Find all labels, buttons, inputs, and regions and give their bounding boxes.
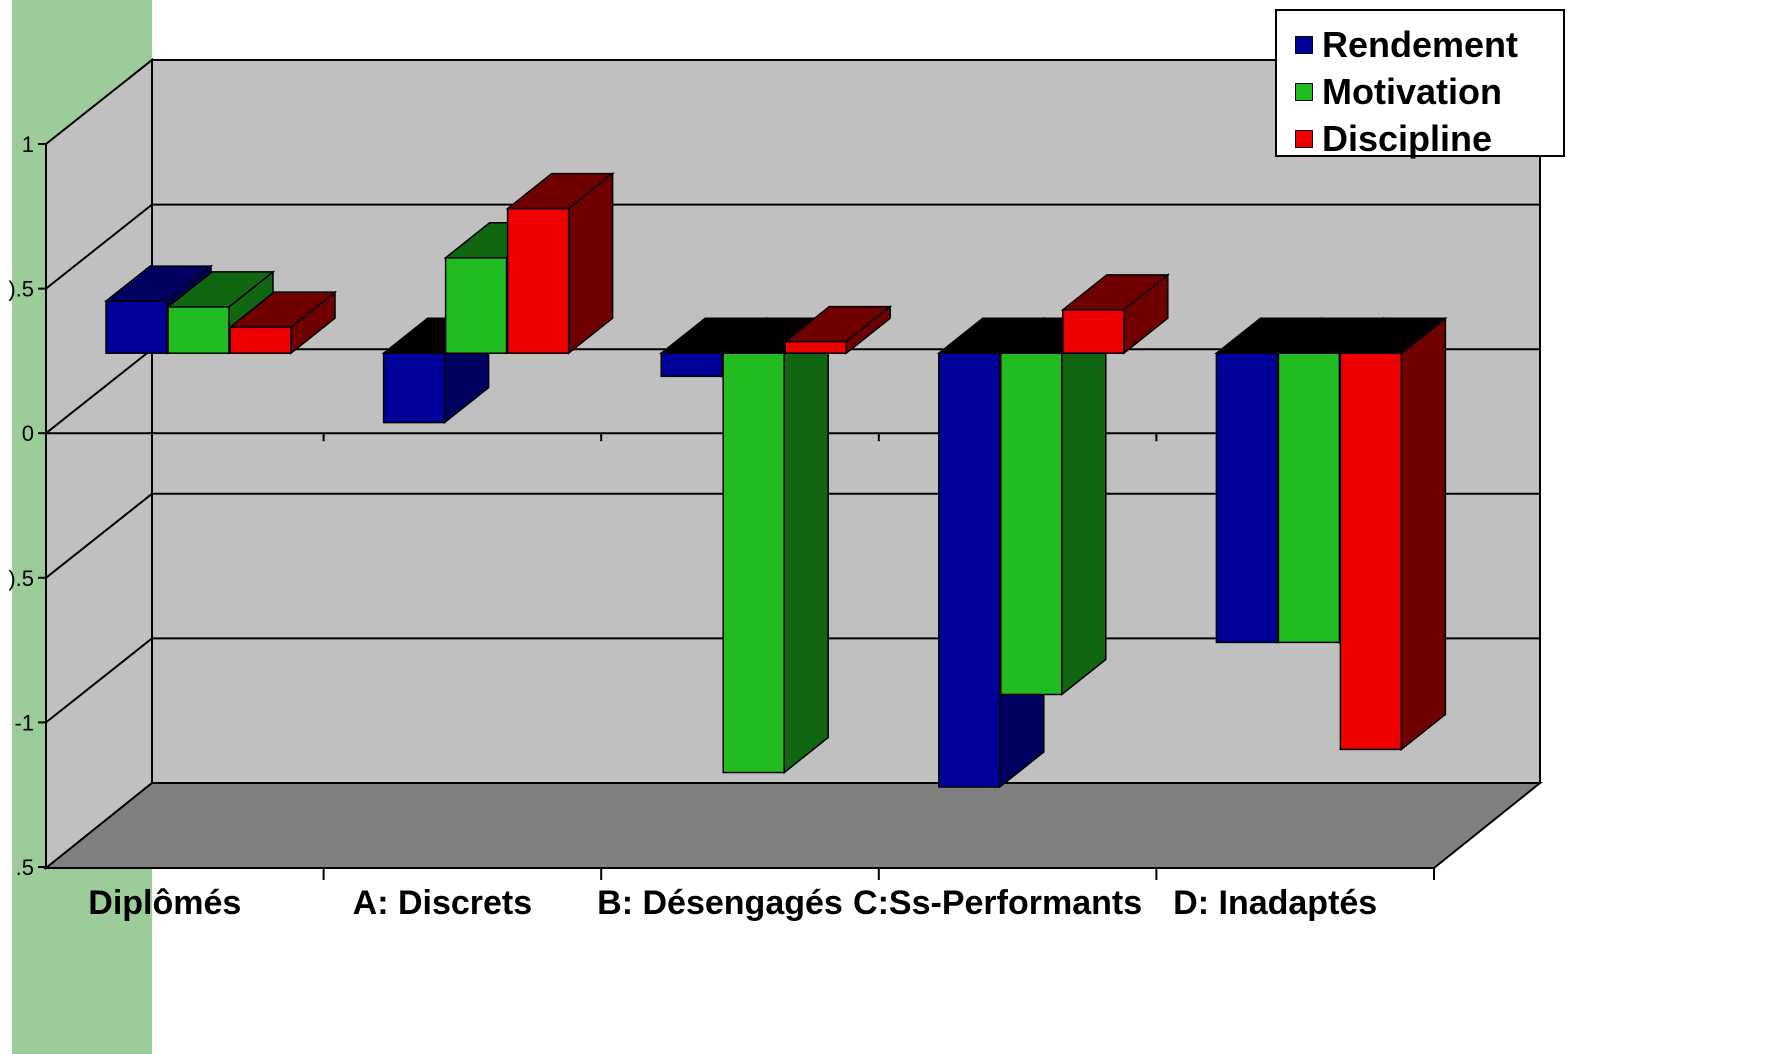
y-tick-label: ).5 — [8, 277, 34, 302]
y-tick-label: ).5 — [8, 566, 34, 591]
y-tick-label: -1 — [14, 710, 34, 735]
bar-motivation — [722, 352, 785, 774]
bar-discipline — [506, 207, 570, 354]
bar-discipline — [1062, 309, 1125, 354]
bar-motivation — [1000, 352, 1063, 696]
bar-side-discipline — [1400, 316, 1447, 751]
legend-item-motivation: Motivation — [1295, 71, 1502, 112]
bar-rendement — [1215, 352, 1279, 644]
legend-item-discipline: Discipline — [1295, 118, 1493, 159]
x-tick-label: D: Inadaptés — [1173, 884, 1377, 922]
y-tick-label: 1 — [22, 132, 34, 157]
y-tick-label: 0 — [22, 421, 34, 446]
bar-motivation — [167, 306, 230, 354]
x-tick-label: Diplômés — [88, 884, 241, 922]
bar-discipline — [229, 326, 292, 354]
bar-motivation — [1277, 352, 1341, 644]
gridline — [45, 203, 1540, 290]
bar-side-motivation — [783, 316, 829, 775]
floor — [43, 782, 1543, 869]
legend-label-rendement: Rendement — [1322, 24, 1519, 65]
legend-label-motivation: Motivation — [1322, 71, 1502, 112]
legend-label-discipline: Discipline — [1322, 118, 1493, 159]
bar-rendement — [382, 352, 446, 424]
legend-swatch-motivation — [1295, 83, 1313, 101]
bar-motivation — [444, 257, 508, 354]
legend-swatch-discipline — [1295, 130, 1313, 148]
bar-rendement — [105, 300, 168, 354]
y-tick-label: .5 — [16, 855, 34, 880]
bar-discipline — [1339, 352, 1403, 751]
bar-side-motivation — [1061, 316, 1107, 697]
legend-item-rendement: Rendement — [1295, 24, 1519, 65]
bar-rendement — [938, 352, 1001, 788]
side-wall — [45, 57, 153, 871]
bar-discipline — [784, 340, 847, 354]
x-tick-label: C:Ss-Performants — [853, 884, 1142, 922]
legend: Rendement Motivation Discipline — [1275, 9, 1565, 159]
x-tick-label: A: Discrets — [353, 884, 533, 922]
x-tick-label: B: Désengagés — [597, 884, 843, 922]
legend-swatch-rendement — [1295, 36, 1313, 54]
bar-rendement — [660, 352, 723, 378]
